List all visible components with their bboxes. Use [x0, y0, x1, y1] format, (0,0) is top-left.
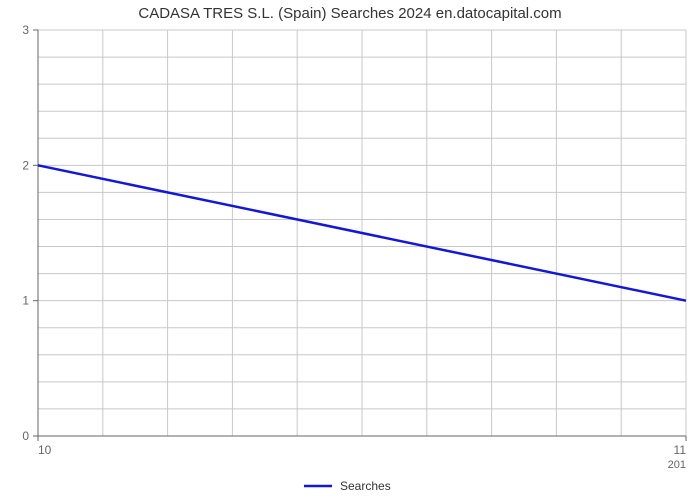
- y-tick-label: 3: [22, 23, 29, 37]
- x-tick-label: 10: [38, 443, 52, 457]
- y-tick-label: 2: [22, 158, 29, 172]
- line-chart: 0 1 2 3 10 11 201 CADASA TRES S.L. (Spain) Sear…: [0, 0, 700, 500]
- x-tick-label: 11: [674, 443, 687, 457]
- x-sub-label: 201: [668, 459, 686, 471]
- chart-title: CADASA TRES S.L. (Spain) Searches 2024 e…: [138, 5, 561, 22]
- chart-background: [0, 0, 700, 500]
- legend-label: Searches: [340, 479, 391, 493]
- y-tick-label: 0: [22, 429, 29, 443]
- y-tick-label: 1: [22, 294, 29, 308]
- chart-container: 0 1 2 3 10 11 201 CADASA TRES S.L. (Spain) Sear…: [0, 0, 700, 500]
